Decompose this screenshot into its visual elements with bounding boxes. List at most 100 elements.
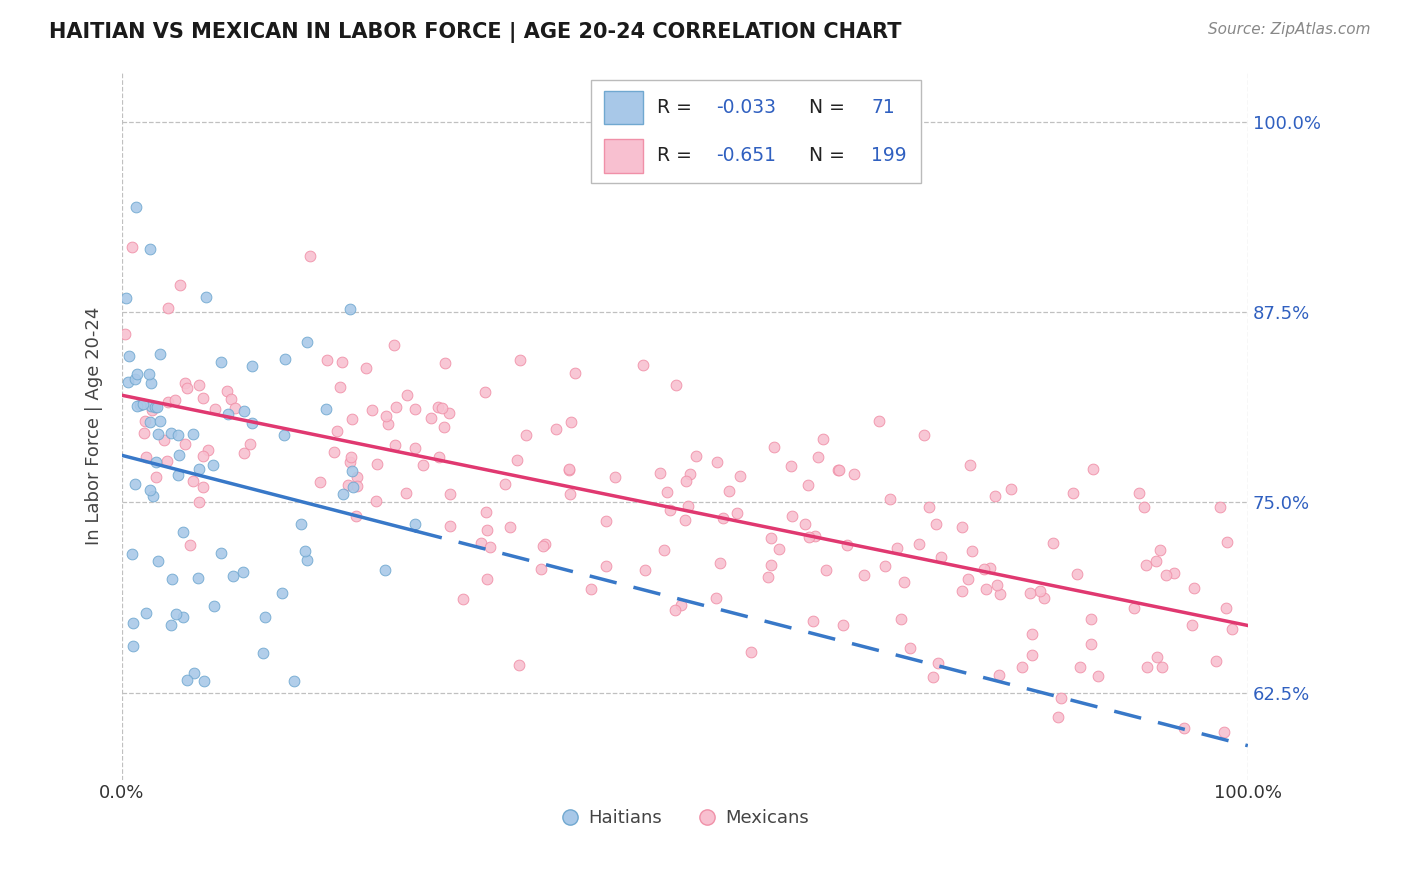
Point [959,458,981,473]
Point [759,531,782,545]
Point [679,467,702,482]
Point [1083,462,1105,476]
Point [165,392,187,407]
Point [165,607,187,622]
Point [1021,627,1043,641]
Point [339,450,361,464]
Point [149,347,172,361]
Point [294,544,316,558]
Point [842,467,865,481]
Point [1000,482,1022,496]
Point [973,562,995,576]
Point [950,583,973,598]
Point [366,457,388,471]
Point [558,463,581,477]
Point [595,558,617,573]
Point [117,375,139,389]
Point [295,553,318,567]
Point [138,367,160,381]
Point [191,480,214,494]
Point [153,433,176,447]
Point [546,422,568,436]
Text: R =: R = [657,146,697,165]
Text: N =: N = [808,98,851,117]
Point [974,582,997,597]
FancyBboxPatch shape [591,80,921,183]
Point [704,591,727,605]
Text: R =: R = [657,98,697,117]
Legend: Haitians, Mexicans: Haitians, Mexicans [554,802,815,834]
Point [340,464,363,478]
Point [515,428,537,442]
Point [240,416,263,430]
Point [1062,485,1084,500]
Point [470,536,492,550]
Point [474,384,496,399]
Point [1046,710,1069,724]
Point [759,558,782,572]
Point [531,539,554,553]
Point [326,424,349,438]
Point [437,405,460,419]
Point [1220,622,1243,636]
Point [219,392,242,406]
Point [728,469,751,483]
Point [382,338,405,352]
Point [652,543,675,558]
Point [1208,500,1230,514]
Point [984,489,1007,503]
Point [329,380,352,394]
Point [330,355,353,369]
Point [157,301,180,315]
Point [346,469,368,483]
Point [801,614,824,628]
Point [377,417,399,432]
Point [396,388,419,402]
Point [315,401,337,416]
Point [890,612,912,626]
Point [1122,600,1144,615]
Point [156,454,179,468]
Point [780,508,803,523]
Point [419,410,441,425]
Point [145,470,167,484]
Point [1213,724,1236,739]
Point [1080,637,1102,651]
Point [430,401,453,415]
Point [191,449,214,463]
Point [560,415,582,429]
Point [299,249,322,263]
Point [364,494,387,508]
Point [187,571,209,585]
Point [1216,535,1239,549]
Point [1128,485,1150,500]
Point [361,403,384,417]
Point [336,478,359,492]
Point [240,359,263,374]
FancyBboxPatch shape [603,139,644,173]
Point [233,446,256,460]
Point [209,355,232,369]
Point [183,665,205,680]
Point [1135,558,1157,573]
Point [671,598,693,612]
Point [797,478,820,492]
Point [1144,554,1167,568]
Point [141,402,163,417]
Point [475,572,498,586]
Point [1154,567,1177,582]
Point [603,470,626,484]
Point [274,351,297,366]
Point [134,425,156,440]
Point [898,641,921,656]
Point [322,445,344,459]
Point [187,378,209,392]
Point [797,530,820,544]
Point [121,615,143,630]
Point [506,452,529,467]
Text: HAITIAN VS MEXICAN IN LABOR FORCE | AGE 20-24 CORRELATION CHART: HAITIAN VS MEXICAN IN LABOR FORCE | AGE … [49,22,901,44]
Point [530,562,553,576]
Point [194,290,217,304]
Point [439,518,461,533]
Point [160,618,183,632]
